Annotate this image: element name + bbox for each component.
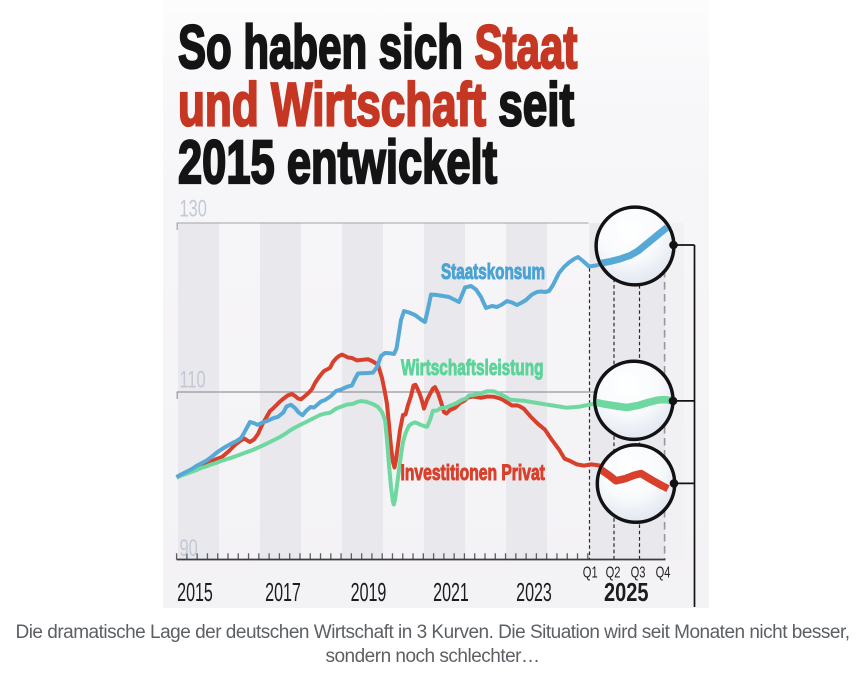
svg-text:90: 90 [180, 535, 198, 562]
svg-text:110: 110 [180, 366, 206, 393]
svg-text:Q3: Q3 [631, 564, 646, 581]
svg-text:Q2: Q2 [606, 564, 621, 581]
svg-text:Staatskonsum: Staatskonsum [441, 260, 545, 284]
svg-text:2017: 2017 [265, 578, 301, 607]
svg-text:Q4: Q4 [656, 564, 671, 581]
svg-text:130: 130 [180, 196, 207, 223]
svg-text:und Wirtschaft seit: und Wirtschaft seit [178, 72, 574, 140]
svg-text:Wirtschaftsleistung: Wirtschaftsleistung [401, 356, 543, 380]
svg-text:So haben sich Staat: So haben sich Staat [178, 14, 577, 82]
svg-text:Q1: Q1 [583, 564, 598, 581]
svg-text:2019: 2019 [351, 578, 387, 607]
svg-text:2025: 2025 [604, 578, 649, 607]
svg-text:2023: 2023 [516, 578, 552, 607]
svg-text:2015 entwickelt: 2015 entwickelt [178, 129, 497, 197]
svg-text:Investitionen Privat: Investitionen Privat [401, 462, 546, 486]
svg-text:2015: 2015 [177, 578, 213, 607]
svg-text:2021: 2021 [433, 578, 469, 607]
